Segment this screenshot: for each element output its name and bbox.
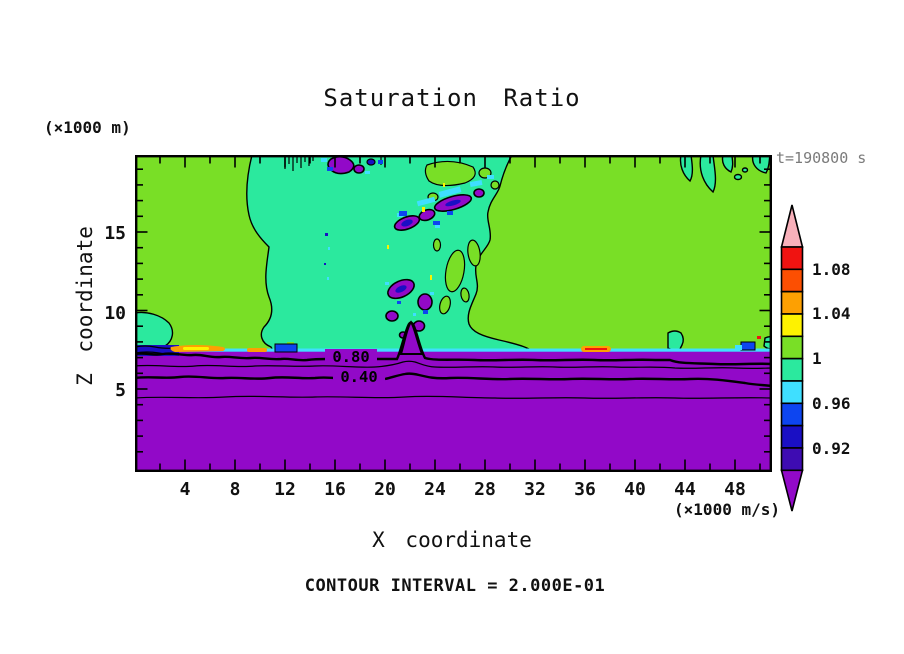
x-tick-label: 32 — [524, 479, 546, 500]
contour-label-backing — [333, 369, 385, 384]
time-annotation: t=190800 s — [776, 149, 867, 167]
x-tick-label: 12 — [274, 479, 296, 500]
colorbar-tick-label: 1 — [812, 349, 822, 368]
contour-lines — [135, 321, 772, 399]
contour-interval-note: CONTOUR INTERVAL = 2.000E-01 — [304, 576, 606, 596]
y-tick-label: 10 — [104, 303, 126, 324]
colorbar-segment-navy — [780, 424, 804, 449]
x-axis-title: X coordinate — [372, 528, 532, 552]
colorbar-tick-label: 1.08 — [812, 260, 851, 279]
x-tick-label: 36 — [574, 479, 596, 500]
colorbar-up-arrow — [780, 204, 804, 248]
colorbar-tick-label: 1.04 — [812, 304, 851, 323]
subsaturated-layer — [135, 351, 772, 472]
left-edge-navy-band — [135, 345, 179, 356]
x-tick-label: 28 — [474, 479, 496, 500]
cloud-base-interface — [135, 336, 772, 356]
colorbar-segment-yellow — [780, 313, 804, 338]
plot-frame — [135, 155, 772, 472]
colorbar-segments — [780, 246, 804, 472]
y-tick-label: 5 — [115, 380, 126, 401]
colorbar-segment-indigo — [780, 447, 804, 472]
colorbar-segment-blue — [780, 402, 804, 427]
contour-label-0-40: 0.40 — [340, 368, 377, 386]
colorbar-segment-chartreuse — [780, 335, 804, 360]
y-axis-units-label: (×1000 m) — [44, 118, 131, 137]
contour-label-0-80: 0.80 — [332, 348, 369, 366]
plot-title: Saturation Ratio — [323, 84, 581, 112]
chartreuse-islands — [287, 160, 500, 347]
x-tick-label: 4 — [179, 479, 191, 500]
dry-pockets — [321, 155, 494, 339]
colorbar-tick-label: 0.92 — [812, 439, 851, 458]
colorbar-segment-orangered — [780, 268, 804, 293]
colorbar-segment-springgreen — [780, 357, 804, 382]
x-axis-units-label: (×1000 m/s) — [674, 500, 780, 519]
y-tick-label: 15 — [104, 223, 126, 244]
colorbar-segment-red — [780, 246, 804, 271]
x-tick-label: 48 — [724, 479, 746, 500]
x-tick-label: 16 — [324, 479, 346, 500]
contour-plot-svg: 0.80 0.40 — [135, 155, 772, 472]
x-tick-label: 8 — [229, 479, 241, 500]
colorbar — [780, 204, 804, 512]
colorbar-segment-orange — [780, 290, 804, 315]
contour-label-backing — [325, 349, 377, 364]
axis-ticks — [136, 156, 771, 471]
x-tick-label: 44 — [674, 479, 696, 500]
colorbar-tick-label: 0.96 — [812, 394, 851, 413]
colorbar-down-arrow — [780, 469, 804, 512]
x-tick-label: 20 — [374, 479, 396, 500]
colorbar-segment-cyan — [780, 380, 804, 405]
x-tick-label: 24 — [424, 479, 446, 500]
x-tick-label: 40 — [624, 479, 646, 500]
